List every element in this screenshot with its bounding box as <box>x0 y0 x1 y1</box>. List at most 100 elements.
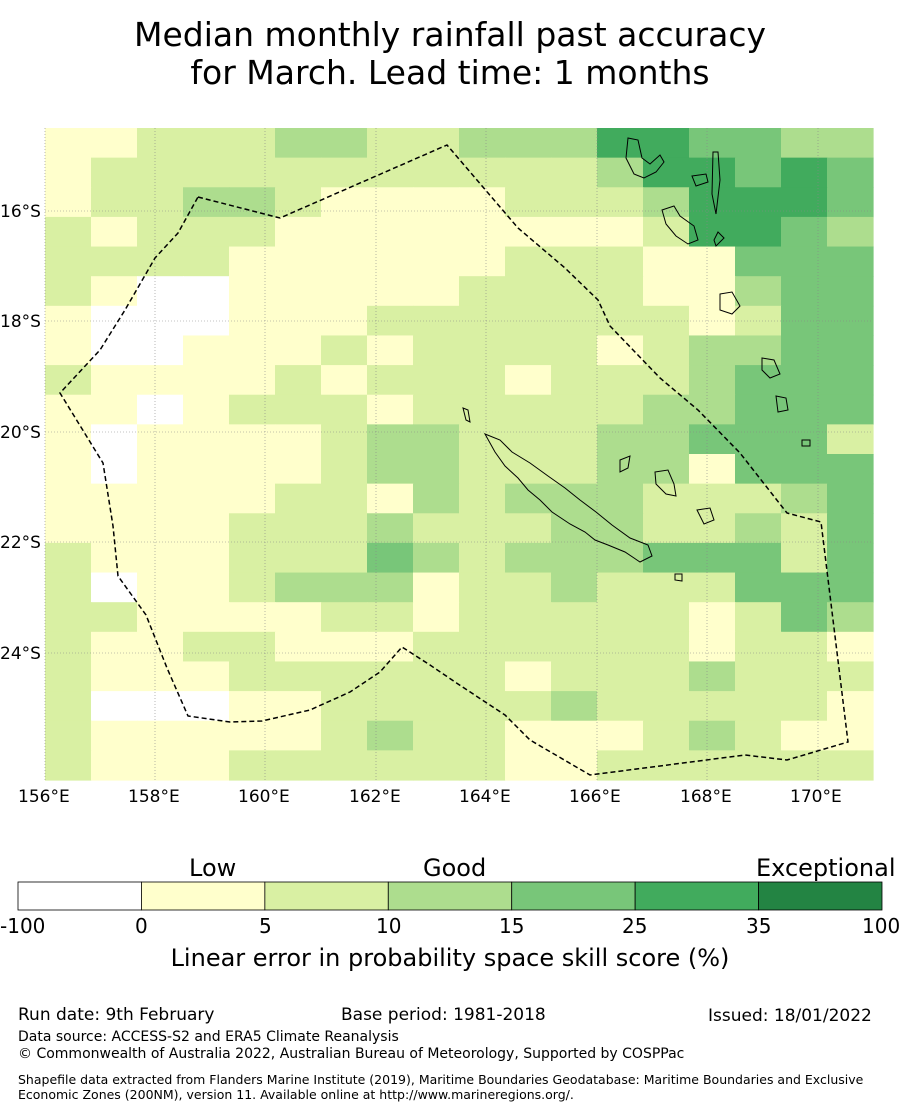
grid-cell <box>275 246 322 277</box>
grid-cell <box>275 216 322 248</box>
grid-cell <box>321 542 368 574</box>
colorbar-tick: 15 <box>499 914 525 938</box>
grid-cell <box>827 305 874 337</box>
grid-cell <box>689 661 736 692</box>
grid-cell <box>413 157 460 188</box>
grid-cell <box>827 157 874 188</box>
grid-cell <box>551 394 598 425</box>
grid-cell <box>45 365 92 396</box>
grid-cell <box>137 305 184 337</box>
grid-cell <box>367 335 414 366</box>
grid-cell <box>137 513 184 544</box>
grid-cell <box>321 128 368 159</box>
grid-cell <box>275 157 322 188</box>
grid-cell <box>689 602 736 633</box>
grid-cell <box>551 128 598 159</box>
grid-cell <box>91 276 138 307</box>
grid-cell <box>735 483 782 514</box>
grid-cell <box>321 335 368 366</box>
grid-cell <box>137 483 184 514</box>
grid-cell <box>275 572 322 603</box>
grid-cell <box>45 542 92 574</box>
colorbar-tick: 35 <box>746 914 772 938</box>
grid-cell <box>413 128 460 159</box>
grid-cell <box>45 187 92 218</box>
grid-cell <box>505 572 552 603</box>
grid-cell <box>735 305 782 337</box>
grid-cell <box>45 720 92 751</box>
grid-cell <box>45 128 92 159</box>
grid-cell <box>413 424 460 455</box>
grid-cell <box>137 187 184 218</box>
grid-cell <box>505 720 552 751</box>
grid-cell <box>735 542 782 574</box>
grid-cell <box>91 661 138 692</box>
grid-cell <box>45 572 92 603</box>
grid-cell <box>275 365 322 396</box>
grid-cell <box>413 394 460 425</box>
grid-cell <box>781 691 828 722</box>
grid-cell <box>505 750 552 781</box>
grid-cell <box>505 246 552 277</box>
grid-cell <box>643 246 690 277</box>
colorbar-segment <box>758 881 883 911</box>
grid-cell <box>781 424 828 455</box>
grid-cell <box>183 542 230 574</box>
skill-grid <box>45 128 874 781</box>
grid-cell <box>367 157 414 188</box>
grid-cell <box>229 483 276 514</box>
grid-cell <box>735 720 782 751</box>
grid-cell <box>597 335 644 366</box>
grid-cell <box>183 602 230 633</box>
grid-cell <box>91 187 138 218</box>
colorbar-segment <box>634 881 759 911</box>
grid-cell <box>689 631 736 663</box>
colorbar-category-low: Low <box>189 854 237 882</box>
new-caledonia-island <box>483 433 653 563</box>
colorbar-segment <box>264 881 389 911</box>
grid-cell <box>735 424 782 455</box>
grid-cell <box>551 602 598 633</box>
grid-cell <box>551 246 598 277</box>
grid-cell <box>413 750 460 781</box>
colorbar-category-good: Good <box>423 854 487 882</box>
grid-cell <box>45 216 92 248</box>
grid-cell <box>689 128 736 159</box>
grid-cell <box>459 246 506 277</box>
grid-cell <box>689 483 736 514</box>
grid-cell <box>413 542 460 574</box>
grid-cell <box>91 394 138 425</box>
grid-cell <box>551 720 598 751</box>
lon-tick: 170°E <box>790 787 842 807</box>
grid-cell <box>827 394 874 425</box>
grid-cell <box>137 365 184 396</box>
grid-cell <box>275 631 322 663</box>
grid-cell <box>183 691 230 722</box>
grid-cell <box>137 572 184 603</box>
grid-cell <box>735 187 782 218</box>
grid-cell <box>781 483 828 514</box>
grid-cell <box>413 631 460 663</box>
grid-cell <box>735 394 782 425</box>
grid-cell <box>459 483 506 514</box>
grid-cell <box>91 750 138 781</box>
grid-cell <box>413 187 460 218</box>
lat-tick: 22°S <box>0 533 41 553</box>
grid-cell <box>459 602 506 633</box>
lon-tick: 164°E <box>459 787 511 807</box>
grid-cell <box>597 424 644 455</box>
grid-cell <box>229 394 276 425</box>
grid-cell <box>229 216 276 248</box>
eez-boundary <box>59 144 849 776</box>
grid-cell <box>597 128 644 159</box>
grid-cell <box>597 513 644 544</box>
grid-cell <box>735 276 782 307</box>
grid-cell <box>137 335 184 366</box>
grid-cell <box>735 454 782 485</box>
grid-cell <box>91 424 138 455</box>
grid-cell <box>459 631 506 663</box>
grid-cell <box>137 246 184 277</box>
grid-cell <box>505 691 552 722</box>
grid-cell <box>827 128 874 159</box>
